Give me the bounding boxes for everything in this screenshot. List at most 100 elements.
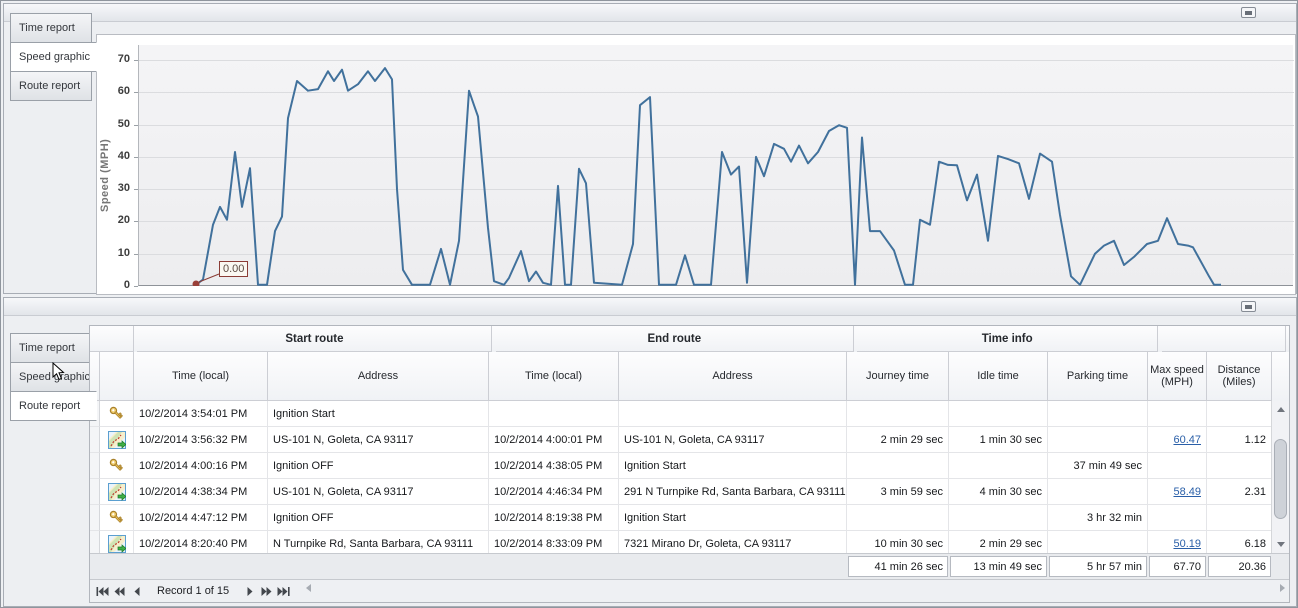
- collapse-panel-button[interactable]: [1241, 7, 1256, 18]
- y-tick-label: 20: [117, 214, 130, 227]
- tab-route-report[interactable]: Route report: [10, 71, 92, 101]
- cell-journey: [847, 453, 949, 479]
- cell-idle: 2 min 29 sec: [949, 531, 1048, 553]
- cell-distance: 2.31: [1207, 479, 1272, 505]
- summary-value-distance: 20.36: [1208, 556, 1271, 577]
- table-row[interactable]: 10/2/2014 4:38:34 PM US-101 N, Goleta, CA…: [90, 479, 1289, 505]
- cell-journey: [847, 401, 949, 427]
- record-counter: Record 1 of 15: [157, 585, 230, 597]
- column-header-time-local-[interactable]: Time (local): [489, 352, 619, 401]
- cell-start-time: 10/2/2014 4:47:12 PM: [134, 505, 268, 531]
- nav-next-page-button[interactable]: [258, 583, 275, 600]
- footer-cell-end-address: [619, 554, 847, 579]
- column-header-time-local-[interactable]: Time (local): [134, 352, 268, 401]
- y-tick-mark: [134, 253, 138, 255]
- nav-first-button[interactable]: [94, 583, 111, 600]
- row-handle: [90, 479, 100, 505]
- cell-start-time: 10/2/2014 3:56:32 PM: [134, 427, 268, 453]
- cell-distance: 6.18: [1207, 531, 1272, 553]
- ignition-key-icon: [109, 510, 124, 523]
- cell-parking: 37 min 49 sec: [1048, 453, 1148, 479]
- cell-max-speed: 60.47: [1148, 427, 1207, 453]
- nav-next-button[interactable]: [241, 583, 258, 600]
- cell-end-time: [489, 401, 619, 427]
- footer-cell-max-speed: 67.70: [1148, 554, 1207, 579]
- tab-time-report[interactable]: Time report: [10, 13, 92, 43]
- group-header-time-info: Time info: [857, 326, 1159, 352]
- route-map-icon: [107, 430, 126, 449]
- cell-end-address: 291 N Turnpike Rd, Santa Barbara, CA 931…: [619, 479, 847, 505]
- cell-end-address: 7321 Mirano Dr, Goleta, CA 93117: [619, 531, 847, 553]
- group-header-empty: [90, 326, 134, 352]
- group-header-end-route: End route: [495, 326, 854, 352]
- table-row[interactable]: 10/2/2014 3:56:32 PM US-101 N, Goleta, CA…: [90, 427, 1289, 453]
- cell-end-address: Ignition Start: [619, 505, 847, 531]
- column-header-parking-time[interactable]: Parking time: [1048, 352, 1148, 401]
- column-header-address[interactable]: Address: [268, 352, 489, 401]
- vertical-scrollbar[interactable]: [1271, 401, 1289, 553]
- bottom-panel-titlebar: [4, 298, 1296, 316]
- column-header-distance-miles-[interactable]: Distance (Miles): [1207, 352, 1272, 401]
- y-tick-mark: [134, 189, 138, 191]
- column-header-address[interactable]: Address: [619, 352, 847, 401]
- scroll-down-button[interactable]: [1272, 536, 1289, 553]
- column-header-journey-time[interactable]: Journey time: [847, 352, 949, 401]
- grid-group-header-row: Start route End route Time info: [90, 326, 1289, 352]
- column-header-idle-time[interactable]: Idle time: [949, 352, 1048, 401]
- column-header-max-speed-mph-[interactable]: Max speed (MPH): [1148, 352, 1207, 401]
- tab-speed-graphic[interactable]: Speed graphic: [10, 42, 97, 72]
- scrollbar-thumb[interactable]: [1274, 439, 1287, 519]
- tab-time-report[interactable]: Time report: [10, 333, 92, 363]
- annotation-connector: [198, 273, 220, 283]
- cell-start-address: US-101 N, Goleta, CA 93117: [268, 479, 489, 505]
- chart-plot-area: 0.00: [138, 45, 1294, 288]
- table-row[interactable]: 10/2/2014 8:20:40 PM N Turnpike Rd, Santa…: [90, 531, 1289, 553]
- footer-cell-idle: 13 min 49 sec: [949, 554, 1048, 579]
- route-map-icon: [107, 534, 126, 553]
- arrow-down-icon: [1276, 542, 1285, 547]
- grid-column-header-row: Time (local) Address Time (local) Address Jo…: [90, 352, 1289, 401]
- table-row[interactable]: 10/2/2014 4:47:12 PM Ignition OFF 10/2/201…: [90, 505, 1289, 531]
- grid-rows: 10/2/2014 3:54:01 PM Ignition Start 10/2/2…: [90, 401, 1289, 553]
- collapse-icon: [1245, 305, 1252, 309]
- max-speed-link[interactable]: 60.47: [1173, 433, 1201, 446]
- footer-cell-distance: 20.36: [1207, 554, 1272, 579]
- cell-distance: [1207, 505, 1272, 531]
- cell-max-speed: [1148, 505, 1207, 531]
- y-tick-label: 10: [117, 246, 130, 259]
- row-handle: [90, 427, 100, 453]
- cell-journey: [847, 505, 949, 531]
- cell-distance: 1.12: [1207, 427, 1272, 453]
- cell-max-speed: 50.19: [1148, 531, 1207, 553]
- footer-cell-handle: [90, 554, 100, 579]
- table-row[interactable]: 10/2/2014 4:00:16 PM Ignition OFF 10/2/201…: [90, 453, 1289, 479]
- cell-idle: 4 min 30 sec: [949, 479, 1048, 505]
- column-header-empty: [100, 352, 134, 401]
- route-map-icon: [107, 482, 126, 501]
- row-icon-cell: [100, 531, 134, 553]
- max-speed-link[interactable]: 58.49: [1173, 485, 1201, 498]
- speed-chart: Speed (MPH) 0 10 20 30 40 50 60 70 0.00: [96, 34, 1296, 295]
- y-tick-label: 60: [117, 85, 130, 98]
- tab-speed-graphic[interactable]: Speed graphic: [10, 362, 92, 392]
- footer-cell-journey: 41 min 26 sec: [847, 554, 949, 579]
- collapse-panel-button[interactable]: [1241, 301, 1256, 312]
- cell-parking: [1048, 401, 1148, 427]
- row-icon-cell: [100, 505, 134, 531]
- hscroll-left-arrow[interactable]: [306, 584, 311, 592]
- nav-last-button[interactable]: [275, 583, 292, 600]
- cell-idle: [949, 453, 1048, 479]
- hscroll-right-arrow[interactable]: [1280, 584, 1285, 592]
- scroll-up-button[interactable]: [1272, 401, 1289, 418]
- max-speed-link[interactable]: 50.19: [1173, 537, 1201, 550]
- cell-idle: 1 min 30 sec: [949, 427, 1048, 453]
- nav-prev-button[interactable]: [128, 583, 145, 600]
- tab-route-report[interactable]: Route report: [10, 391, 97, 421]
- record-navigator: Record 1 of 15: [90, 579, 1289, 602]
- table-row[interactable]: 10/2/2014 3:54:01 PM Ignition Start: [90, 401, 1289, 427]
- group-header-start-route: Start route: [137, 326, 493, 352]
- nav-prev-page-button[interactable]: [111, 583, 128, 600]
- footer-cell-start-time: [134, 554, 268, 579]
- row-icon-cell: [100, 479, 134, 505]
